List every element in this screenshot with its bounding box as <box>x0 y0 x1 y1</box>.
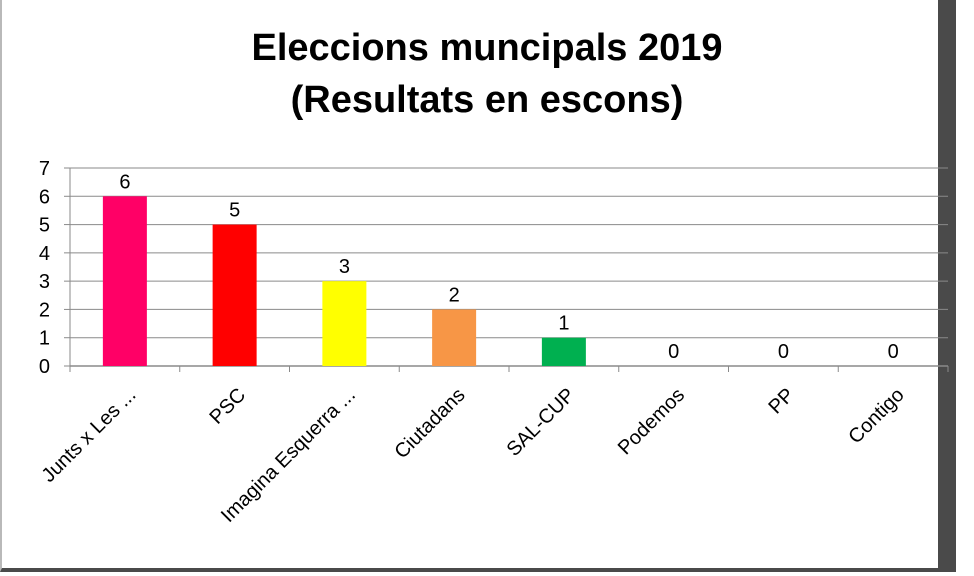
category-label: Junts x Les ... <box>38 384 141 487</box>
data-label: 3 <box>339 256 350 278</box>
category-label: Ciutadans <box>390 384 469 463</box>
chart-frame <box>0 0 956 572</box>
data-label: 6 <box>119 171 130 193</box>
data-label: 5 <box>229 200 240 222</box>
chart-title: Eleccions muncipals 2019 (Resultats en e… <box>0 22 974 126</box>
category-label: PSC <box>206 384 251 429</box>
y-tick-label: 0 <box>39 356 50 378</box>
y-tick-label: 3 <box>39 271 50 293</box>
bar <box>541 337 586 366</box>
y-tick-label: 1 <box>39 328 50 350</box>
data-label: 0 <box>888 341 899 363</box>
category-label: PP <box>764 384 798 418</box>
bar <box>212 224 257 366</box>
data-label: 0 <box>778 341 789 363</box>
category-label: Podemos <box>614 384 689 459</box>
y-tick-label: 2 <box>39 299 50 321</box>
category-label: SAL-CUP <box>503 384 580 461</box>
data-label: 1 <box>558 313 569 335</box>
chart-title-line-2: (Resultats en escons) <box>290 79 684 121</box>
data-label: 0 <box>668 341 679 363</box>
category-label: Contigo <box>844 384 908 448</box>
bar <box>102 196 147 366</box>
chart-title-line-1: Eleccions muncipals 2019 <box>251 27 723 69</box>
y-tick-label: 4 <box>39 243 50 265</box>
y-tick-label: 7 <box>39 158 50 180</box>
bar <box>322 281 367 366</box>
bar <box>432 309 477 366</box>
y-tick-label: 6 <box>39 186 50 208</box>
data-label: 2 <box>449 284 460 306</box>
y-tick-label: 5 <box>39 215 50 237</box>
